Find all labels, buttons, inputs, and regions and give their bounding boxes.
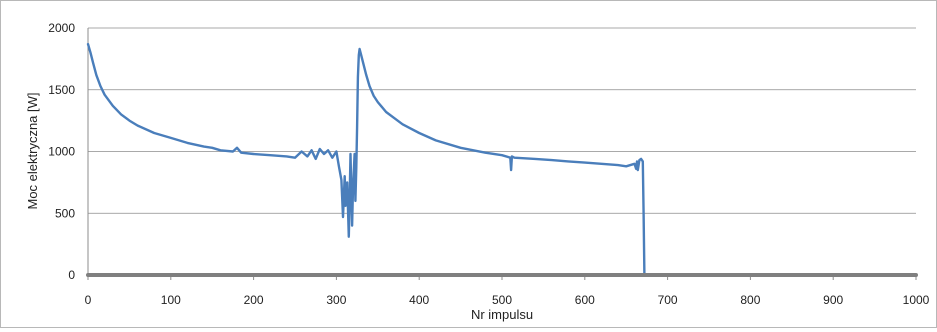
power-line-chart: 0 500 1000 1500 2000 0 100 200 300 400 500 600 700 8… [25, 21, 930, 322]
series-group [86, 42, 918, 277]
x-tick-label: 600 [575, 293, 595, 307]
x-axis-title: Nr impulsu [471, 307, 533, 322]
x-tick-label: 900 [823, 293, 843, 307]
series-line-1 [86, 42, 918, 277]
y-axis-title: Moc elektryczna [W] [25, 92, 40, 209]
y-tick-label: 0 [68, 268, 75, 282]
x-tick-label: 800 [740, 293, 760, 307]
x-tick-label: 200 [244, 293, 264, 307]
y-tick-labels: 0 500 1000 1500 2000 [48, 21, 75, 282]
y-tick-label: 2000 [48, 21, 75, 35]
x-tick-label: 400 [409, 293, 429, 307]
x-tick-label: 1000 [903, 293, 930, 307]
gridlines [88, 27, 916, 214]
y-tick-label: 1000 [48, 145, 75, 159]
y-tick-label: 500 [55, 206, 75, 220]
x-tick-label: 500 [492, 293, 512, 307]
x-tick-label: 700 [658, 293, 678, 307]
x-tick-labels: 0 100 200 300 400 500 600 700 800 900 1000 [85, 275, 930, 307]
y-tick-label: 1500 [48, 83, 75, 97]
x-tick-label: 100 [161, 293, 181, 307]
x-tick-label: 0 [85, 293, 92, 307]
x-tick-label: 300 [326, 293, 346, 307]
